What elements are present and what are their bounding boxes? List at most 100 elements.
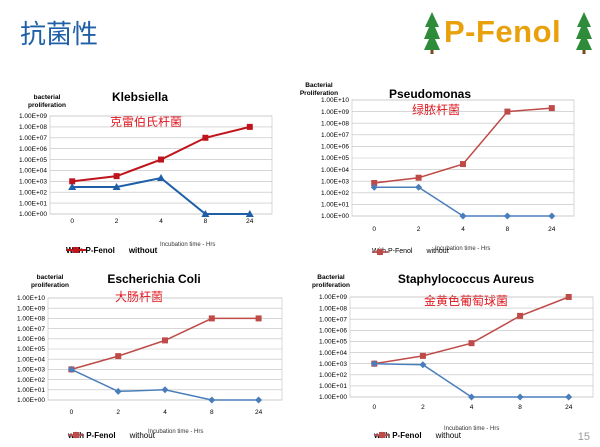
data-point-without [113, 173, 120, 180]
y-tick-label: 1.00E+00 [17, 397, 45, 404]
y-tick-label: 1.00E+03 [17, 367, 45, 374]
y-tick-label: 1.00E+06 [19, 146, 47, 153]
y-tick-label: 1.00E+06 [321, 144, 349, 151]
legend-label-with: with P-Fenol [68, 431, 116, 440]
data-point-with [112, 183, 121, 191]
y-tick-label: 1.00E+04 [321, 167, 349, 174]
y-tick-label: 1.00E+02 [19, 189, 47, 196]
chart-subtitle: 大肠杆菌 [114, 290, 164, 304]
y-axis-label: bacterial proliferation [28, 94, 66, 109]
series-line-without [71, 317, 259, 371]
chart-panel-escherichia-coli: Escherichia Coli 大肠杆菌 bacterial prolifer… [0, 264, 300, 447]
series-line-without [374, 107, 552, 184]
y-tick-label: 1.00E+07 [321, 132, 349, 139]
y-tick-label: 1.00E+02 [17, 377, 45, 384]
data-point-without [517, 312, 524, 319]
line-chart: 1.00E+00 1.00E+01 1.00E+02 1.00E+03 1.00E+04… [321, 97, 575, 233]
line-chart: 1.00E+00 1.00E+01 1.00E+02 1.00E+03 1.00E+04… [319, 294, 594, 411]
y-tick-label: 1.00E+06 [17, 336, 45, 343]
chart-legend: with P-Fenol without [374, 431, 461, 440]
legend-marker-square-icon [66, 247, 86, 253]
y-axis-label: bacterial proliferation [31, 274, 69, 289]
y-tick-label: 1.00E+00 [19, 211, 47, 218]
legend-label-without: without [435, 431, 461, 440]
data-point-without [548, 105, 555, 112]
y-tick-label: 1.00E+00 [319, 394, 347, 401]
y-tick-label: 1.00E+04 [319, 350, 347, 357]
x-tick-label: 8 [506, 226, 510, 233]
y-tick-label: 1.00E+00 [321, 213, 349, 220]
data-point-with [370, 360, 378, 368]
data-point-with [114, 387, 122, 395]
page-number: 15 [577, 431, 590, 443]
x-tick-label: 4 [159, 218, 163, 225]
x-axis-label: Incubation time - Hrs [435, 246, 491, 252]
data-point-with [201, 210, 210, 217]
legend-marker-square-icon [68, 432, 84, 438]
y-tick-label: 1.00E+01 [17, 387, 45, 394]
tree-icon [576, 12, 592, 54]
chart-title: Escherichia Coli [107, 272, 201, 286]
x-tick-label: 2 [417, 226, 421, 233]
legend-item-without: without [374, 431, 461, 440]
line-chart: 1.00E+00 1.00E+01 1.00E+02 1.00E+03 1.00E+04… [19, 113, 273, 225]
legend-label-without: without [426, 248, 449, 255]
x-tick-label: 8 [518, 404, 522, 411]
data-point-without [115, 353, 122, 360]
data-point-with [245, 210, 254, 217]
y-tick-label: 1.00E+04 [19, 168, 47, 175]
legend-label-with: with P-Fenol [374, 431, 422, 440]
x-tick-label: 2 [115, 218, 119, 225]
chart-subtitle: 克雷伯氏杆菌 [109, 115, 183, 129]
legend-marker-square-icon [374, 432, 390, 438]
x-tick-label: 0 [70, 409, 74, 416]
y-tick-label: 1.00E+08 [17, 316, 45, 323]
chart-panel-klebsiella: Klebsiella 克雷伯氏杆菌 bacterial proliferatio… [0, 82, 300, 262]
data-point-without [208, 315, 215, 322]
data-point-without [565, 294, 572, 300]
y-tick-label: 1.00E+05 [19, 157, 47, 164]
series-line-with [72, 176, 250, 215]
data-point-without [460, 161, 466, 168]
chart-legend: with P-Fenol without [68, 431, 155, 440]
legend-label-without: without [129, 431, 155, 440]
plot-area [49, 115, 273, 215]
data-point-without [69, 178, 76, 185]
y-tick-label: 1.00E+06 [319, 328, 347, 335]
y-tick-label: 1.00E+09 [17, 305, 45, 312]
data-point-with [208, 396, 216, 404]
y-tick-label: 1.00E+09 [321, 109, 349, 116]
data-point-with [459, 212, 467, 220]
y-tick-label: 1.00E+01 [19, 200, 47, 207]
chart-title: Klebsiella [111, 90, 169, 104]
line-chart: 1.00E+00 1.00E+01 1.00E+02 1.00E+03 1.00E+04… [17, 295, 283, 416]
x-tick-label: 2 [116, 409, 120, 416]
data-point-with [68, 183, 77, 191]
series-line-with [374, 362, 569, 398]
legend-marker-square-icon [372, 249, 388, 255]
data-point-with [67, 365, 75, 373]
y-tick-label: 1.00E+08 [319, 305, 347, 312]
data-point-without [504, 108, 511, 115]
x-axis-label: Incubation time - Hrs [444, 426, 500, 432]
y-tick-label: 1.00E+09 [19, 113, 47, 120]
y-tick-label: 1.00E+04 [17, 356, 45, 363]
y-tick-label: 1.00E+08 [19, 124, 47, 131]
x-tick-label: 8 [204, 218, 208, 225]
x-tick-label: 4 [461, 226, 465, 233]
slide-title: 抗菌性 [20, 20, 99, 50]
legend-label-with: With P-Fenol [372, 248, 413, 255]
data-point-with [161, 386, 169, 394]
legend-item-without: without [68, 431, 155, 440]
y-tick-label: 1.00E+05 [17, 346, 45, 353]
data-point-without [158, 156, 164, 163]
legend-item-without: without [66, 246, 157, 255]
chart-title: Pseudomonas [388, 87, 472, 101]
x-axis-label: Incubation time - Hrs [148, 429, 204, 435]
y-tick-label: 1.00E+01 [321, 202, 349, 209]
y-tick-label: 1.00E+07 [319, 316, 347, 323]
y-tick-label: 1.00E+07 [19, 135, 47, 142]
x-tick-label: 0 [70, 218, 74, 225]
y-tick-label: 1.00E+02 [321, 190, 349, 197]
legend-item-without: without [372, 248, 449, 255]
